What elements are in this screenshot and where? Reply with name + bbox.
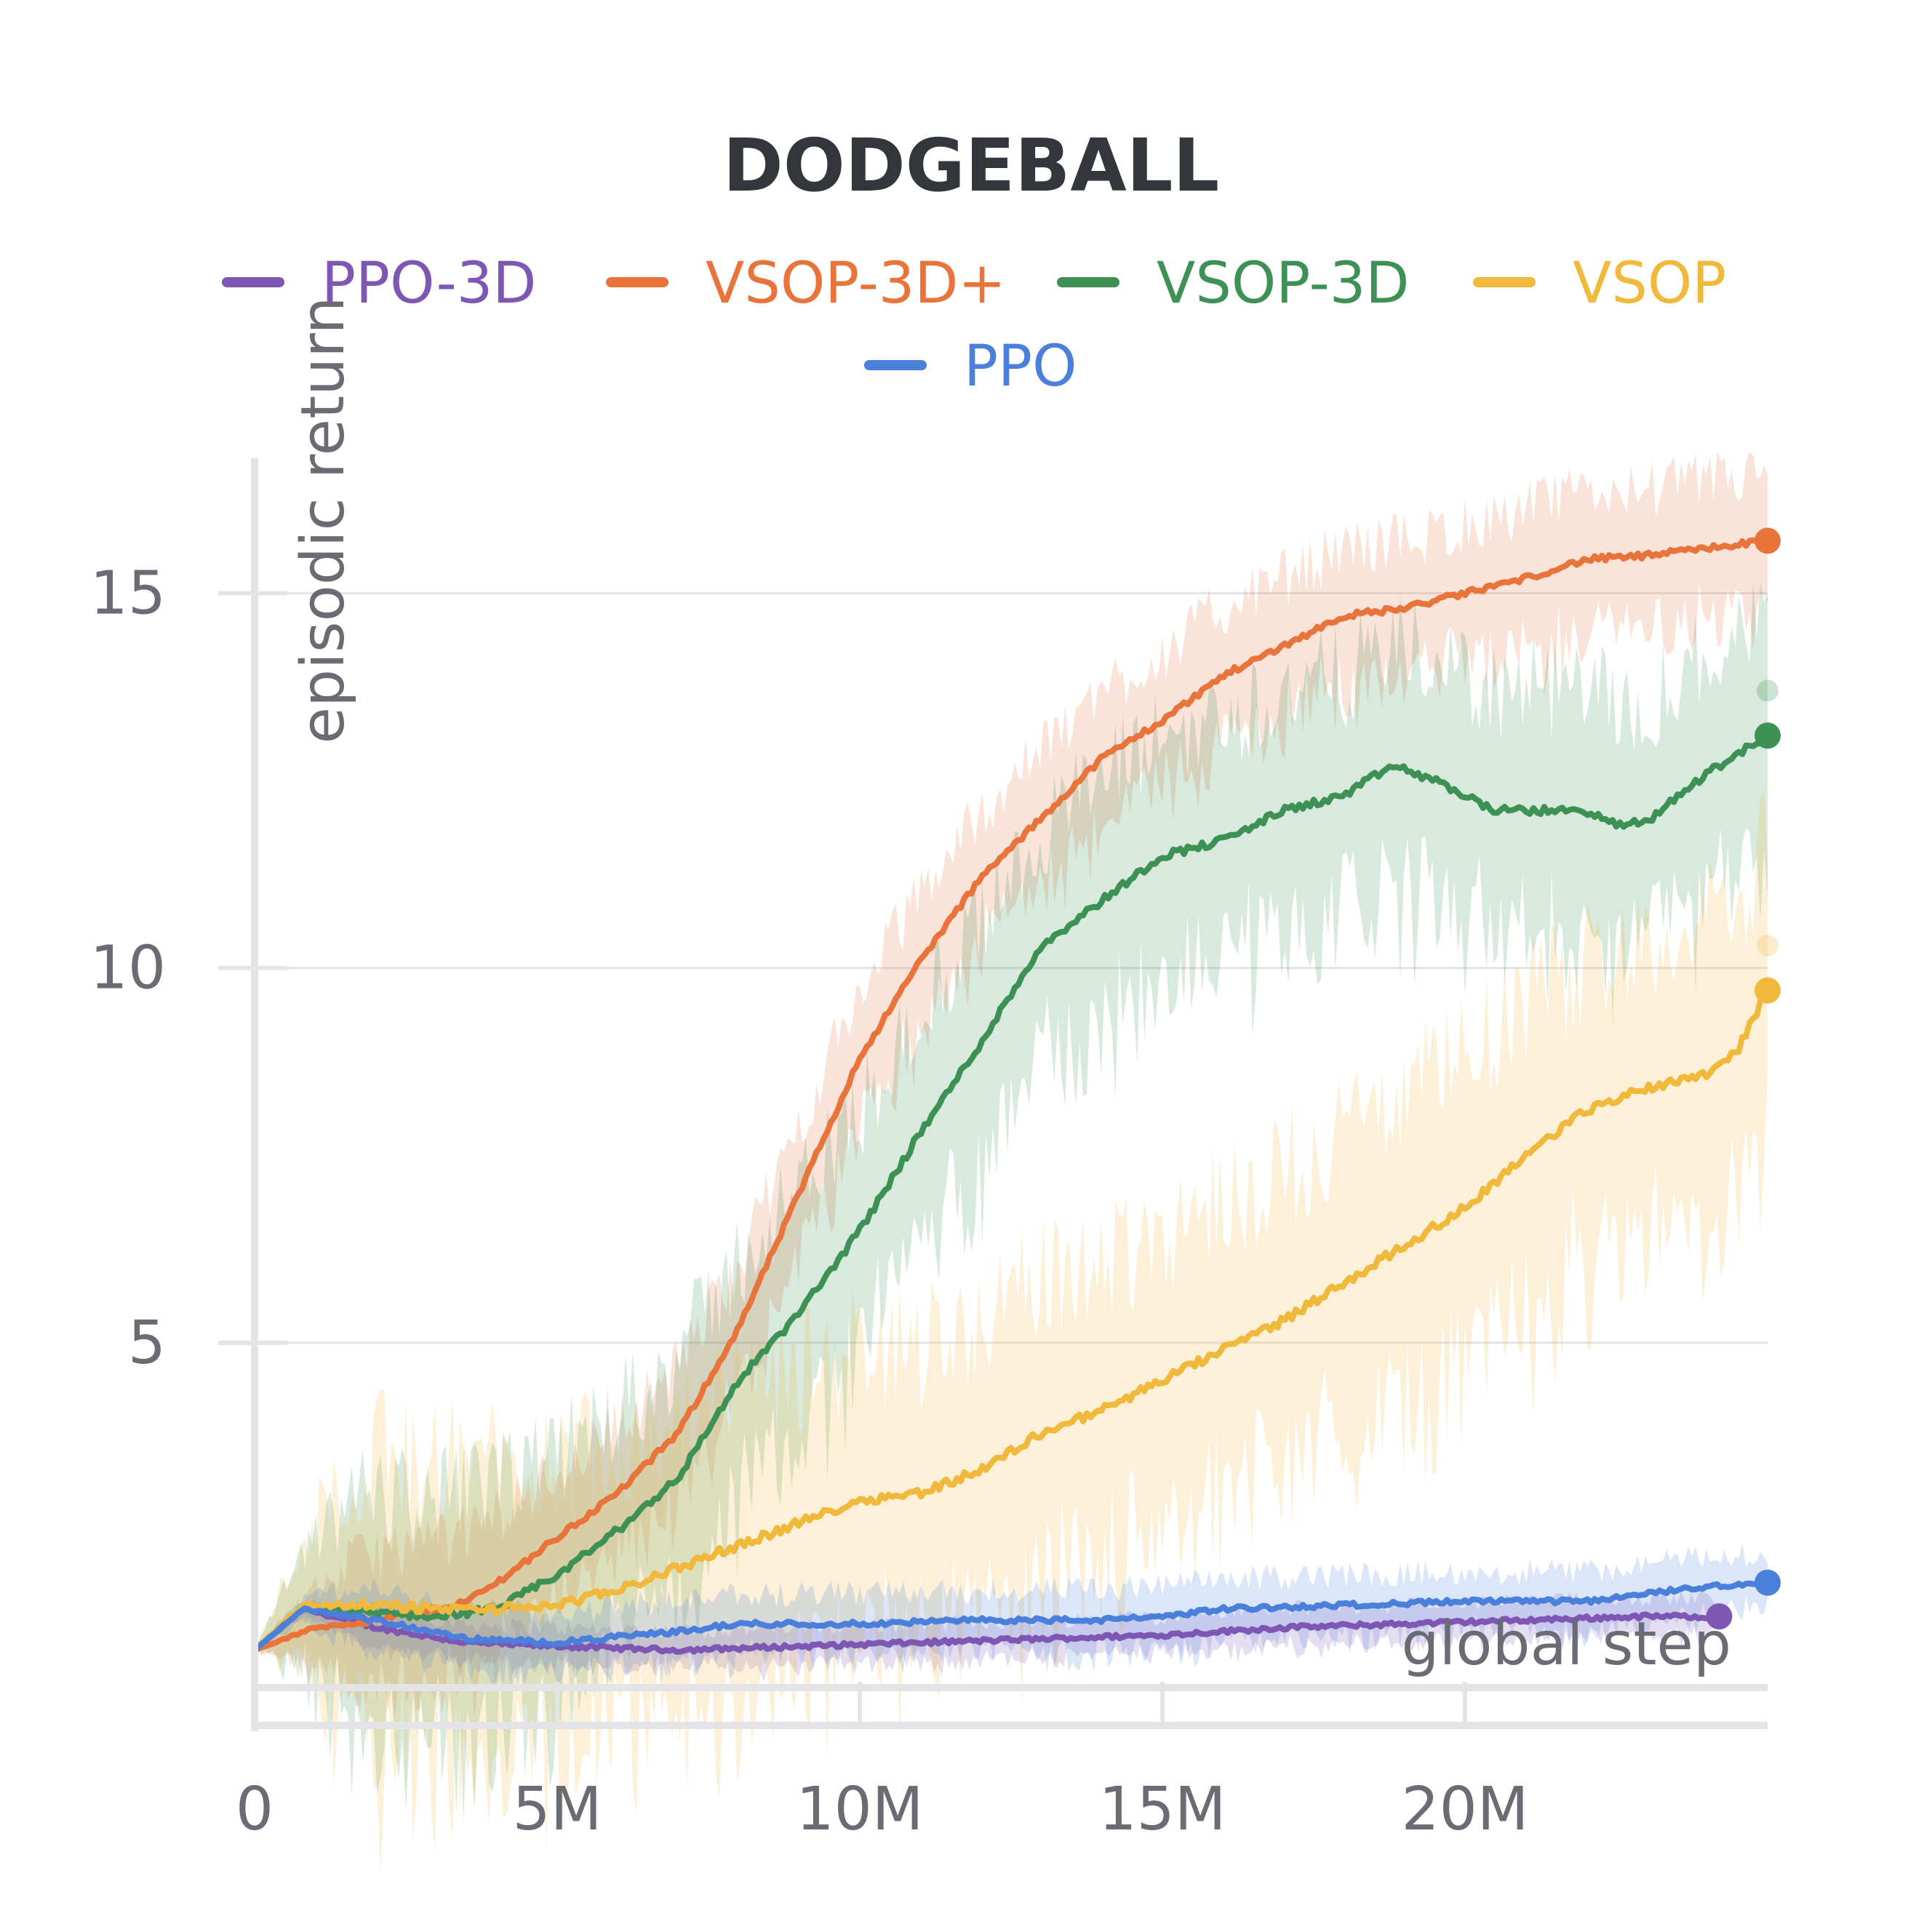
y-tick-label-10: 10 (90, 934, 166, 1003)
band-ppo-3d (255, 1590, 1720, 1682)
end-marker-ppo-3d (1706, 1603, 1733, 1630)
end-marker-ppo (1755, 1569, 1781, 1596)
end-marker-vsop (1755, 977, 1781, 1004)
legend-label-vsop: VSOP (1573, 251, 1726, 316)
y-tick-label-15: 15 (90, 559, 166, 628)
legend-label-vsop-3d: VSOP-3D+ (706, 251, 1006, 316)
x-tick-label-5M: 5M (513, 1775, 602, 1844)
x-tick-label-15M: 15M (1098, 1775, 1226, 1844)
tick-labels: 5 10 15 0 5M 10M 15M 20M (90, 559, 1529, 1844)
line-vsop-3d (253, 535, 1768, 1653)
legend-item-vsop-3d: VSOP-3D (1057, 251, 1409, 316)
x-axis-label: global step (1401, 1610, 1731, 1679)
axes (218, 458, 1768, 1731)
legend: PPO-3D VSOP-3D+ VSOP-3D VSOP PPO (222, 251, 1726, 399)
band-ppo (255, 1544, 1768, 1690)
grid-lines (218, 591, 1768, 1344)
end-marker-vsop-3d (1755, 722, 1781, 749)
ghost-marker-vsop (1757, 934, 1779, 957)
confidence-bands (255, 450, 1768, 1876)
x-tick-label-20M: 20M (1401, 1775, 1528, 1844)
legend-label-vsop-3d: VSOP-3D (1157, 251, 1409, 316)
y-tick-label-5: 5 (128, 1309, 166, 1378)
legend-item-ppo: PPO (864, 334, 1077, 399)
y-axis-label: episodic return (289, 297, 358, 744)
band-vsop-3d (255, 582, 1768, 1824)
legend-item-ppo-3d: PPO-3D (222, 251, 536, 316)
legend-item-vsop: VSOP (1473, 251, 1726, 316)
chart-title: DODGEBALL (723, 123, 1219, 208)
legend-label-ppo: PPO (964, 334, 1077, 399)
x-tick-label-10M: 10M (796, 1775, 923, 1844)
end-marker-vsop-3d (1755, 527, 1781, 554)
x-tick-label-0: 0 (236, 1775, 274, 1844)
legend-label-ppo-3d: PPO-3D (322, 251, 536, 316)
end-markers (1706, 527, 1781, 1630)
band-vsop-3d (255, 450, 1768, 1723)
legend-item-vsop-3d: VSOP-3D+ (606, 251, 1006, 316)
ghost-marker-vsop-3d (1757, 679, 1779, 702)
line-vsop (252, 986, 1771, 1653)
band-vsop (255, 789, 1768, 1876)
line-ppo (252, 1578, 1768, 1653)
series-lines (252, 535, 1771, 1655)
